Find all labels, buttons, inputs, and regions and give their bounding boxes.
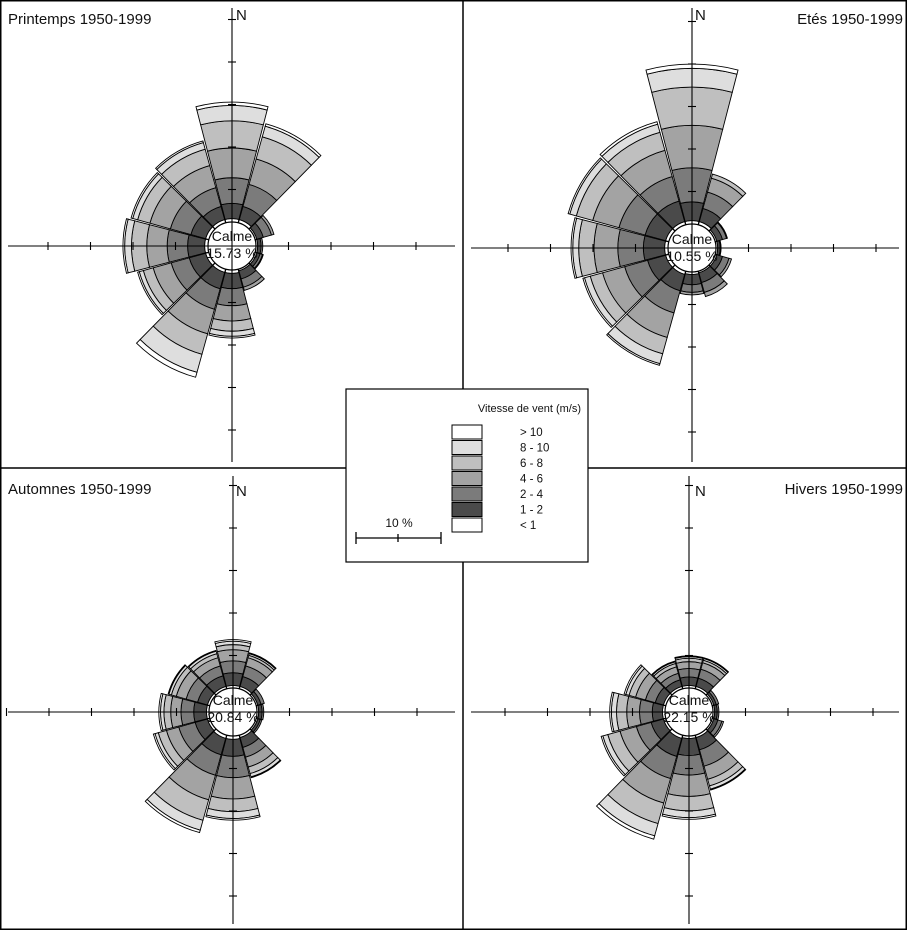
rose-sector-band bbox=[600, 735, 626, 777]
rose-sector-band bbox=[152, 733, 176, 771]
calm-label-spring: Calme bbox=[212, 228, 253, 244]
rose-sector-band bbox=[709, 768, 747, 791]
rose-sector-band bbox=[595, 803, 656, 840]
rose-sector-band bbox=[137, 271, 164, 316]
rose-sector-band bbox=[582, 277, 614, 329]
rose-sector-band bbox=[214, 639, 252, 645]
legend-label: > 10 bbox=[520, 427, 543, 439]
legend-swatch bbox=[451, 455, 483, 471]
rose-sector-band bbox=[674, 655, 704, 659]
wind-rose-panel bbox=[8, 8, 455, 462]
calm-value-spring: 15.73 % bbox=[206, 245, 257, 261]
rose-sector-band bbox=[567, 157, 603, 215]
rose-sector-band bbox=[623, 664, 643, 696]
rose-sector-band bbox=[208, 332, 256, 339]
rose-sector-band bbox=[599, 121, 659, 157]
legend-swatch bbox=[451, 502, 483, 517]
rose-sector-band bbox=[264, 123, 322, 158]
panel-title-spring: Printemps 1950-1999 bbox=[8, 11, 151, 28]
wind-rose-panel bbox=[471, 476, 899, 924]
calm-label-winter: Calme bbox=[669, 692, 710, 708]
rose-sector-band bbox=[712, 720, 725, 738]
rose-sector-band bbox=[154, 140, 204, 171]
rose-sector-band bbox=[135, 338, 198, 378]
legend-label: 1 - 2 bbox=[520, 505, 543, 517]
rose-sector-band bbox=[195, 101, 269, 111]
rose-sector-band bbox=[718, 240, 722, 256]
legend-swatch bbox=[451, 440, 483, 455]
legend-label: < 1 bbox=[520, 520, 536, 532]
rose-sector-band bbox=[708, 689, 720, 706]
rose-sector-band bbox=[716, 221, 728, 239]
rose-sector-band bbox=[250, 759, 282, 779]
legend-label: 6 - 8 bbox=[520, 458, 543, 470]
panel-title-summer: Etés 1950-1999 bbox=[797, 11, 903, 28]
north-label-summer: N bbox=[695, 7, 706, 24]
rose-sector-band bbox=[205, 814, 261, 821]
rose-sector-band bbox=[606, 332, 661, 366]
rose-sector-band bbox=[167, 664, 187, 695]
panel-title-autumn: Automnes 1950-1999 bbox=[8, 481, 151, 498]
wind-roses bbox=[5, 8, 899, 924]
calm-value-summer: 10.55 % bbox=[666, 248, 717, 264]
calm-value-winter: 22.15 % bbox=[663, 709, 714, 725]
legend-label: 4 - 6 bbox=[520, 474, 543, 486]
rose-sector-band bbox=[661, 813, 717, 820]
calm-label-summer: Calme bbox=[672, 231, 713, 247]
rose-sector-band bbox=[645, 63, 739, 75]
panel-title-winter: Hivers 1950-1999 bbox=[785, 481, 903, 498]
wind-rose-panel bbox=[471, 8, 899, 462]
rose-sector-band bbox=[252, 718, 263, 734]
rose-sector-band bbox=[710, 173, 747, 197]
rose-sector-band bbox=[242, 275, 265, 291]
legend-label: 2 - 4 bbox=[520, 489, 544, 501]
legend-label: 8 - 10 bbox=[520, 443, 549, 455]
north-label-autumn: N bbox=[236, 483, 247, 500]
rose-sector-band bbox=[703, 280, 728, 298]
legend: Vitesse de vent (m/s) > 10 8 - 10 6 - 8 4 -… bbox=[345, 388, 589, 563]
rose-sector-band bbox=[130, 171, 160, 220]
rose-sector-band bbox=[122, 218, 129, 274]
scale-label: 10 % bbox=[385, 516, 413, 530]
rose-sector-band bbox=[253, 688, 265, 705]
rose-sector-band bbox=[718, 257, 733, 278]
calm-value-autumn: 20.84 % bbox=[207, 709, 258, 725]
north-label-spring: N bbox=[236, 7, 247, 24]
calm-label-autumn: Calme bbox=[213, 692, 254, 708]
north-label-winter: N bbox=[695, 483, 706, 500]
rose-sector-band bbox=[651, 660, 676, 676]
legend-items: > 10 8 - 10 6 - 8 4 - 6 2 - 4 1 - 2 < 1 bbox=[451, 424, 549, 533]
rose-sector-band bbox=[158, 692, 164, 732]
rose-sector-band bbox=[144, 798, 201, 834]
rose-sector-band bbox=[187, 649, 217, 668]
legend-title: Vitesse de vent (m/s) bbox=[478, 403, 581, 415]
rose-sector-band bbox=[703, 657, 730, 674]
legend-swatch bbox=[451, 471, 483, 486]
rose-sector-band bbox=[253, 253, 264, 270]
wind-rose-panel bbox=[5, 476, 455, 924]
rose-sector-band bbox=[570, 217, 578, 279]
rose-sector-band bbox=[260, 214, 275, 236]
rose-sector-band bbox=[609, 691, 615, 733]
legend-swatch bbox=[451, 424, 483, 440]
rose-sector-band bbox=[248, 652, 277, 670]
legend-swatch bbox=[451, 486, 483, 502]
legend-swatch bbox=[451, 517, 483, 533]
